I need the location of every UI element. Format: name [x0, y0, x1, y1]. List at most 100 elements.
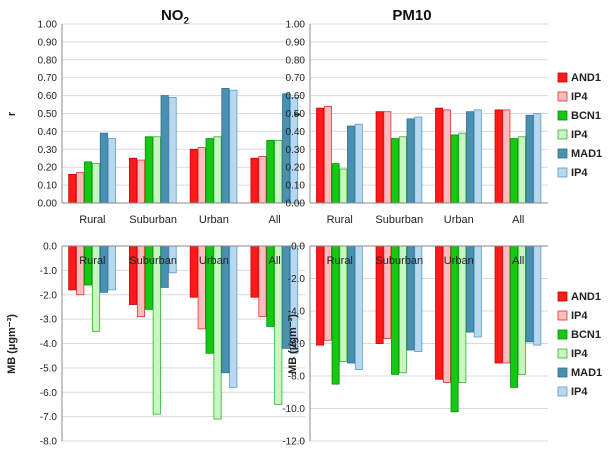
y-tick-label: 0.60 [38, 91, 58, 102]
y-axis-label: r [6, 111, 18, 116]
category-label: Rural [79, 255, 105, 267]
y-tick-label: -10.0 [282, 404, 305, 415]
y-tick-label: -2.0 [40, 290, 58, 301]
bar-rural-ip4 [76, 245, 85, 296]
y-axis-label: MB (µgm⁻³) [6, 314, 18, 374]
bar-all-ip4 [258, 245, 267, 318]
bar-rural-ip4 [339, 168, 348, 204]
bar-all-ip4 [533, 113, 542, 204]
bar-rural-ip4 [354, 245, 363, 370]
bar-rural-ip4 [323, 105, 332, 204]
bar-rural-mad1 [99, 245, 108, 293]
bar-rural-bcn1 [331, 163, 340, 204]
bar-suburban-bcn1 [391, 138, 400, 204]
category-label: All [269, 214, 281, 226]
y-tick-label: -5.0 [40, 363, 58, 374]
category-label: Urban [199, 255, 229, 267]
legend-swatch [557, 72, 568, 83]
y-tick-label: 0.10 [286, 181, 306, 192]
bar-suburban-and1 [375, 111, 384, 204]
legend-label: IP4 [571, 91, 588, 103]
bar-rural-ip4 [107, 245, 116, 291]
y-tick-label: -8.0 [40, 437, 58, 448]
bar-suburban-ip4 [136, 159, 146, 204]
bar-all-bcn1 [510, 245, 519, 388]
y-tick-label: 0.70 [38, 73, 58, 84]
chart-no2-mb: -8.0 -7.0 -6.0 -5.0 -4.0 -3.0 -2.0 -1.0 0.0 MB (µ… [6, 242, 305, 448]
bar-suburban-ip4 [152, 245, 161, 415]
bar-rural-and1 [68, 173, 77, 204]
category-label: Rural [327, 255, 353, 267]
bar-rural-mad1 [99, 132, 108, 204]
legend-label: AND1 [571, 291, 601, 303]
y-tick-label: -6.0 [40, 388, 58, 399]
y-tick-label: 0.20 [38, 163, 58, 174]
bar-rural-ip4 [91, 163, 101, 204]
legend-swatch [557, 110, 568, 121]
bar-urban-ip4 [213, 136, 222, 204]
y-tick-label: 0.90 [38, 37, 58, 48]
bar-suburban-bcn1 [144, 136, 153, 204]
bar-all-and1 [250, 157, 259, 204]
category-label: Suburban [375, 255, 423, 267]
bar-all-ip4 [517, 136, 526, 204]
title-no2-subscript: 2 [183, 16, 189, 27]
title-no2-main: NO [161, 7, 184, 24]
bar-rural-ip4 [76, 172, 85, 204]
y-tick-label: -7.0 [40, 412, 58, 423]
y-tick-label: 0.40 [286, 127, 306, 138]
y-tick-label: 1.00 [38, 20, 58, 31]
legend-swatch [557, 167, 568, 178]
bar-all-ip4 [274, 245, 283, 405]
y-tick-label: 0.00 [38, 199, 58, 210]
bar-suburban-and1 [129, 157, 138, 204]
category-label: Urban [444, 214, 474, 226]
bar-all-bcn1 [266, 139, 275, 204]
bar-rural-and1 [316, 107, 325, 204]
bar-suburban-ip4 [383, 111, 392, 204]
title-no2: NO2 [161, 7, 190, 27]
legend-swatch [557, 386, 568, 397]
legend-swatch [557, 148, 568, 159]
bar-urban-ip4 [229, 89, 238, 204]
chart-pm10-mb: -12.0 -10.0 -8.0 -6.0 -4.0 -2.0 0.0 MB (µgm⁻³) R… [282, 242, 548, 448]
y-tick-label: -1.0 [40, 266, 58, 277]
y-tick-label: 0.00 [286, 199, 306, 210]
bar-suburban-ip4 [152, 136, 161, 204]
legend-swatch [557, 129, 568, 140]
plot-no2-mb: -8.0 -7.0 -6.0 -5.0 -4.0 -3.0 -2.0 -1.0 0.0 MB (µ… [6, 242, 305, 448]
bar-urban-mad1 [466, 111, 475, 204]
legend-label: BCN1 [571, 110, 601, 122]
legend-swatch [557, 91, 568, 102]
y-tick-label: 0.70 [286, 73, 306, 84]
y-tick-label: -3.0 [40, 315, 58, 326]
y-tick-label: -8.0 [288, 372, 306, 383]
bar-all-ip4 [502, 109, 511, 204]
plot-pm10-mb: -12.0 -10.0 -8.0 -6.0 -4.0 -2.0 0.0 MB (µgm⁻³) R… [282, 242, 548, 448]
plot-pm10-r: 0.00 0.10 0.20 0.30 0.40 0.50 0.60 0.70 0.80 0.90… [286, 20, 548, 226]
y-tick-label: 0.40 [38, 127, 58, 138]
y-tick-label: 1.00 [286, 20, 306, 31]
bar-rural-mad1 [347, 125, 356, 204]
y-tick-label: 0.30 [286, 145, 306, 156]
category-label: All [512, 214, 524, 226]
y-tick-label: 0.10 [38, 181, 58, 192]
category-label: Rural [79, 214, 105, 226]
bar-urban-and1 [435, 107, 444, 204]
legend-top: AND1 IP4 BCN1 IP4 MAD1 IP4 [557, 72, 602, 179]
category-label: Rural [327, 214, 353, 226]
legend-bottom: AND1 IP4 BCN1 IP4 MAD1 IP4 [557, 291, 602, 398]
bar-urban-ip4 [442, 109, 451, 204]
legend-label: MAD1 [571, 148, 602, 160]
bar-rural-ip4 [354, 123, 363, 204]
bar-all-ip4 [274, 139, 283, 204]
category-label: All [269, 255, 281, 267]
chart-no2-r: NO2 0.00 0.10 0.20 0.30 0.40 0.50 0.60 0.70 0.80… [6, 7, 305, 226]
plot-no2-r: 0.00 0.10 0.20 0.30 0.40 0.50 0.60 0.70 0.80 0.90… [6, 20, 305, 226]
y-tick-label: 0.80 [286, 55, 306, 66]
legend-label: IP4 [571, 386, 588, 398]
bar-all-ip4 [258, 156, 267, 204]
legend-swatch [557, 310, 568, 321]
y-tick-label: 0.0 [43, 242, 57, 253]
y-tick-label: 0.50 [38, 109, 58, 120]
